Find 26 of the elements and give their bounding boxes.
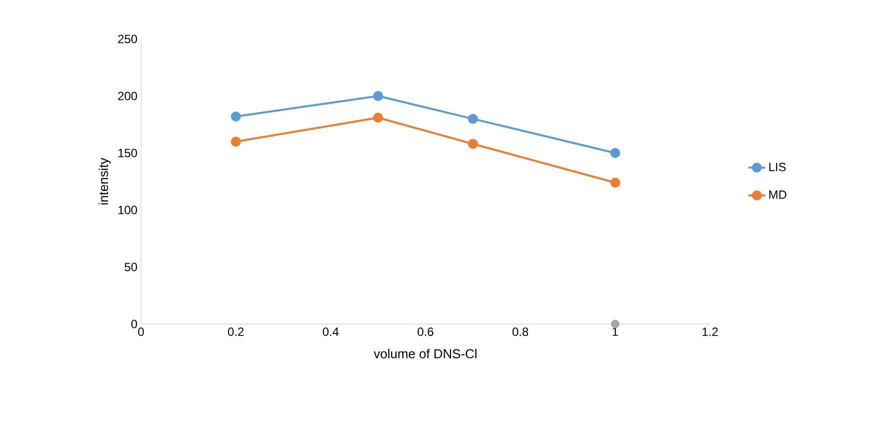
legend-label: LIS <box>769 162 786 172</box>
x-tick-label: 0.4 <box>322 328 339 336</box>
point <box>373 91 384 101</box>
x-tick-label: 1.2 <box>702 328 718 336</box>
point <box>373 112 384 123</box>
point <box>610 178 620 188</box>
point <box>610 320 620 328</box>
y-tick-label: 100 <box>118 206 138 214</box>
point <box>468 114 478 124</box>
point <box>230 136 241 147</box>
y-tick-label: 50 <box>124 262 138 272</box>
point <box>468 138 478 149</box>
y-tick-label: 200 <box>118 92 138 100</box>
point <box>230 112 241 122</box>
y-tick-label: 150 <box>118 148 138 158</box>
x-tick-label: 0.8 <box>512 328 528 336</box>
legend-label: MD <box>769 190 786 199</box>
x-tick-label: 1 <box>612 328 618 336</box>
point <box>610 148 620 158</box>
y-axis-title: intensity <box>98 158 111 204</box>
y-tick-label: 0 <box>131 320 138 328</box>
x-tick-label: 0.2 <box>228 328 244 336</box>
y-tick-label: 250 <box>118 34 138 44</box>
x-tick-label: 0.6 <box>418 328 434 336</box>
x-axis-title: volume of DNS-Cl <box>374 348 476 358</box>
x-tick-label: 0 <box>138 328 144 336</box>
